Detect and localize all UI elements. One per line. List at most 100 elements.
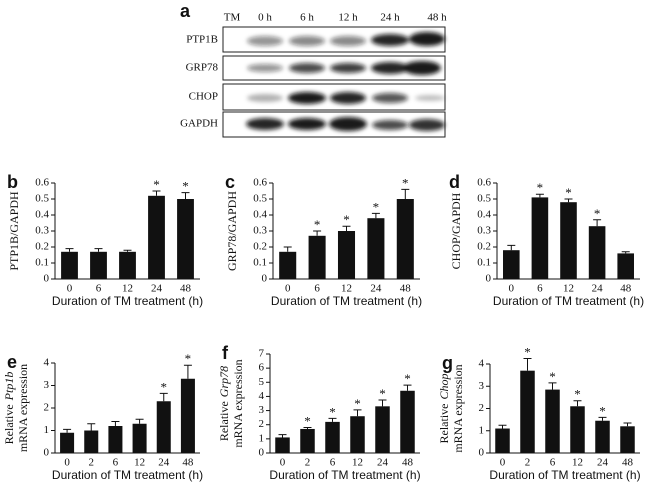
y-tick-label: 3 [44,379,50,391]
y-tick-label: 0.3 [35,225,49,237]
significance-marker: * [379,386,386,401]
bar [108,426,123,453]
bar [275,437,290,453]
significance-marker: * [329,404,336,419]
error-bar [401,188,410,199]
error-bar [283,246,292,252]
x-tick-label: 6 [96,283,102,295]
significance-marker: * [574,387,581,402]
significance-marker: * [161,379,168,394]
blot-bands [246,32,445,131]
row-label: GAPDH [180,118,218,130]
error-bar [278,434,287,438]
error-bar [378,399,387,407]
y-tick-label: 4 [259,390,265,402]
y-tick-label: 0.5 [477,193,491,205]
bar [570,406,585,453]
x-tick-label: 0 [280,457,286,469]
bar [61,251,78,279]
error-bar [371,212,380,219]
row-label: PTP1B [186,34,218,46]
x-tick-label: 48 [180,283,192,295]
row-label: GRP78 [186,62,219,74]
x-tick-label: 12 [341,283,352,295]
y-tick-label: 2 [259,418,265,430]
error-bar [183,364,192,379]
error-bar [403,384,412,391]
x-tick-label: 24 [158,457,170,469]
bar [279,251,297,279]
y-axis-label: mRNA expression [231,359,245,447]
x-tick-label: 24 [370,283,382,295]
row-label: CHOP [189,91,218,103]
x-tick-label: 6 [330,457,336,469]
y-tick-label: 0.6 [35,177,49,189]
x-tick-label: 48 [620,283,632,295]
x-tick-label: 48 [622,457,634,469]
error-bar [523,357,532,371]
significance-marker: * [599,403,606,418]
y-axis-label: GRP78/GAPDH [225,191,239,271]
y-tick-label: 0.3 [253,225,267,237]
error-bar [548,382,557,390]
significance-marker: * [343,212,350,227]
bar [367,218,385,279]
bar-chart: f Relative Grp78 mRNA expression Duration of… [217,343,421,482]
y-tick-label: 2 [44,402,50,414]
y-axis-label: PTP1B/GAPDH [7,191,21,271]
x-tick-label: 24 [151,283,163,295]
y-tick-label: 0.6 [253,177,267,189]
panel-letter: e [7,352,17,372]
significance-marker: * [594,206,601,221]
x-tick-label: 6 [113,457,119,469]
significance-marker: * [524,344,531,359]
x-tick-label: 0 [67,283,73,295]
y-tick-label: 1 [479,424,485,436]
bar [60,432,75,453]
y-tick-label: 4 [44,357,50,369]
significance-marker: * [565,185,572,200]
error-bar [328,417,337,422]
bar [337,231,356,279]
y-label-gene: Ptp1b [2,372,16,402]
lane-label: 24 h [380,12,400,24]
error-bar [65,248,74,252]
bar [375,406,390,453]
error-bar [498,424,507,429]
x-tick-label: 12 [122,283,133,295]
y-tick-label: 0.1 [253,257,267,269]
bar [119,251,136,279]
error-bar [111,421,120,426]
x-tick-label: 2 [525,457,531,469]
bar [84,430,99,453]
y-tick-label: 0 [259,447,265,459]
significance-marker: * [404,371,411,386]
bar [177,199,194,279]
bar [617,253,634,279]
y-label-gene: Grp78 [217,366,231,397]
significance-marker: * [153,177,160,192]
x-tick-label: 12 [352,457,363,469]
y-axis-label: mRNA expression [16,364,30,452]
y-tick-label: 0.2 [477,241,491,253]
error-bar [353,409,362,417]
y-tick-label: 0.3 [477,225,491,237]
x-tick-label: 24 [377,457,389,469]
error-bar [573,400,582,407]
x-tick-label: 48 [182,457,194,469]
x-axis-label: Duration of TM treatment (h) [269,468,420,482]
x-tick-label: 12 [563,283,574,295]
y-tick-label: 0.5 [253,193,267,205]
x-tick-label: 0 [500,457,506,469]
x-axis-label: Duration of TM treatment (h) [52,294,203,308]
error-bar [152,190,161,196]
y-axis-label: Relative Chop [437,374,451,444]
x-tick-label: 0 [509,283,515,295]
y-axis-label: mRNA expression [451,364,465,452]
bar [595,420,610,453]
significance-marker: * [314,217,321,232]
bar [132,423,147,453]
treatment-label: TM [224,12,241,24]
